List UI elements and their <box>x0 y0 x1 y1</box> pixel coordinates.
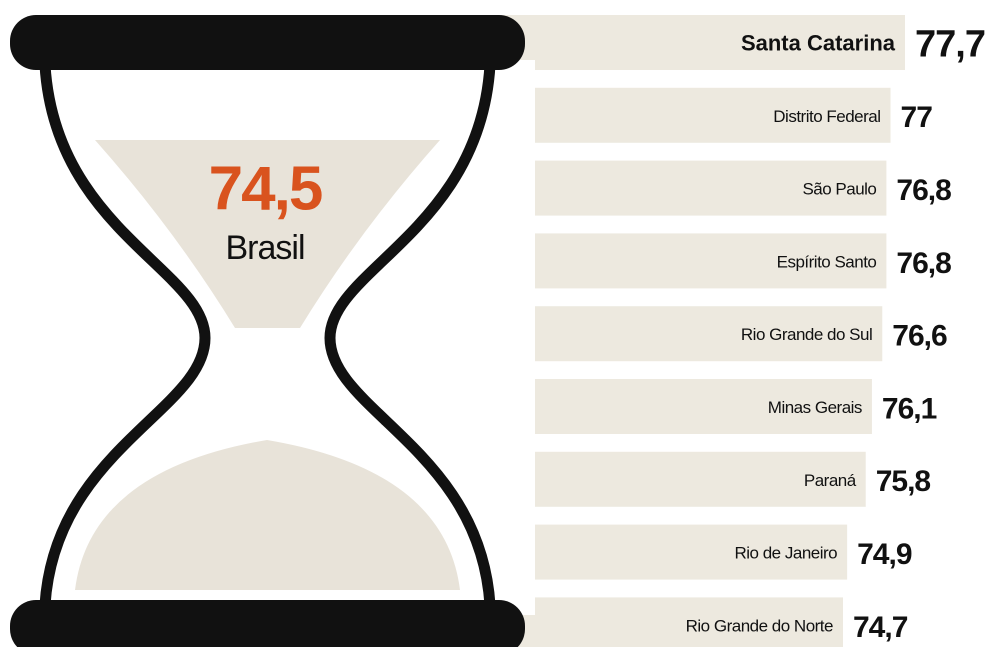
category-label: Distrito Federal <box>773 107 880 126</box>
value-label: 76,6 <box>892 320 947 353</box>
value-label: 76,1 <box>882 392 937 425</box>
value-label: 74,9 <box>857 538 912 571</box>
category-label: Rio de Janeiro <box>735 544 838 563</box>
value-label: 75,8 <box>876 465 931 498</box>
hourglass <box>0 15 535 647</box>
top-cap <box>10 15 525 70</box>
category-label: Santa Catarina <box>741 30 896 55</box>
value-label: 77,7 <box>915 24 985 66</box>
page: {"chart_data": {"type": "bar", "orientat… <box>0 0 1008 647</box>
national-name: Brasil <box>225 229 304 267</box>
national-value: 74,5 <box>209 154 322 223</box>
value-label: 76,8 <box>896 247 951 280</box>
category-label: Rio Grande do Sul <box>741 325 872 344</box>
category-label: Minas Gerais <box>768 398 862 417</box>
chart: 74,5 Brasil Santa Catarina 77,7 Distrito F… <box>0 0 1008 647</box>
value-label: 76,8 <box>896 174 951 207</box>
category-label: Paraná <box>804 471 857 490</box>
category-label: Espírito Santo <box>777 252 877 271</box>
value-label: 74,7 <box>853 611 908 644</box>
value-label: 77 <box>901 101 933 134</box>
category-label: São Paulo <box>802 180 876 199</box>
category-label: Rio Grande do Norte <box>686 616 833 635</box>
bottom-cap <box>10 600 525 647</box>
